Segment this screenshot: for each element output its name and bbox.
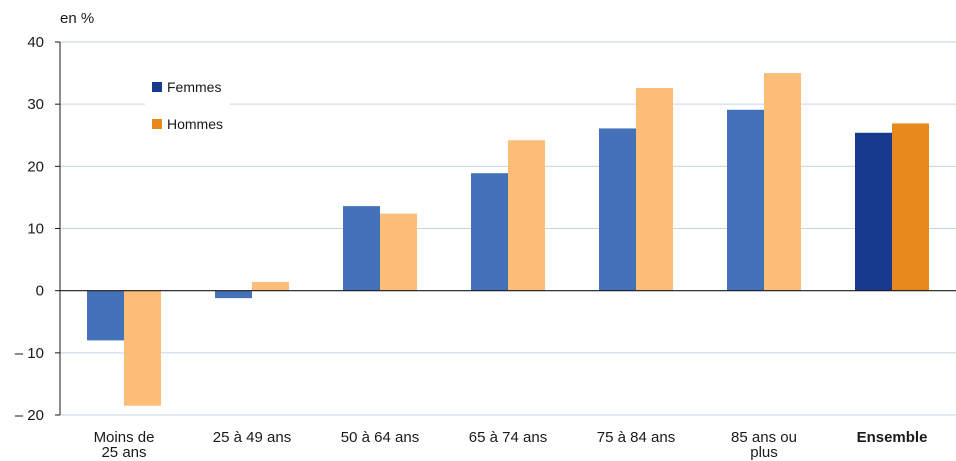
legend-label-femmes: Femmes (167, 79, 221, 95)
bar-femmes-3 (471, 173, 508, 291)
y-tick-label: – 10 (15, 345, 44, 362)
category-label-line: 75 à 84 ans (597, 429, 675, 446)
bar-hommes-4 (636, 88, 673, 291)
category-label: 25 à 49 ans (213, 429, 291, 446)
bar-femmes-5 (727, 109, 764, 291)
y-tick-label: 30 (27, 96, 44, 113)
bar-hommes-5 (764, 73, 801, 291)
category-label-line: Ensemble (857, 429, 928, 446)
category-label-line: 50 à 64 ans (341, 429, 419, 446)
category-label-line: plus (750, 444, 778, 461)
bar-hommes-0 (124, 290, 161, 406)
category-label: 50 à 64 ans (341, 429, 419, 446)
bar-hommes-1 (252, 281, 289, 291)
category-label-line: 25 ans (101, 444, 146, 461)
bar-femmes-4 (599, 128, 636, 291)
category-label-line: 25 à 49 ans (213, 429, 291, 446)
category-label: Moins de 25 ans (94, 429, 155, 461)
category-label-line: 85 ans ou (731, 429, 797, 446)
bars (87, 73, 929, 406)
y-tick-label: 0 (36, 283, 44, 300)
axes (55, 41, 956, 416)
bar-hommes-3 (508, 140, 545, 291)
y-unit-label: en % (60, 10, 94, 27)
y-tick-label: 40 (27, 34, 44, 51)
category-label-line: Moins de (94, 429, 155, 446)
category-label: Ensemble (857, 429, 928, 446)
legend: Femmes Hommes (145, 70, 230, 144)
y-tick-label: – 20 (15, 407, 44, 424)
bar-femmes-1 (215, 290, 252, 299)
legend-swatch-hommes (152, 119, 162, 129)
category-label: 75 à 84 ans (597, 429, 675, 446)
bar-femmes-6 (855, 132, 892, 291)
category-labels: Moins de 25 ans 25 à 49 ans 50 à 64 ans 65 à… (94, 429, 928, 461)
category-label-line: 65 à 74 ans (469, 429, 547, 446)
y-tick-labels: – 20 – 10 0 10 20 30 40 (15, 34, 44, 424)
legend-swatch-femmes (152, 82, 162, 92)
category-label: 65 à 74 ans (469, 429, 547, 446)
y-tick-label: 20 (27, 158, 44, 175)
bar-hommes-2 (380, 213, 417, 291)
category-label: 85 ans ou plus (731, 429, 797, 461)
legend-label-hommes: Hommes (167, 116, 223, 132)
y-tick-label: 10 (27, 221, 44, 238)
bar-femmes-2 (343, 206, 380, 291)
bar-femmes-0 (87, 290, 124, 341)
bar-hommes-6 (892, 123, 929, 291)
